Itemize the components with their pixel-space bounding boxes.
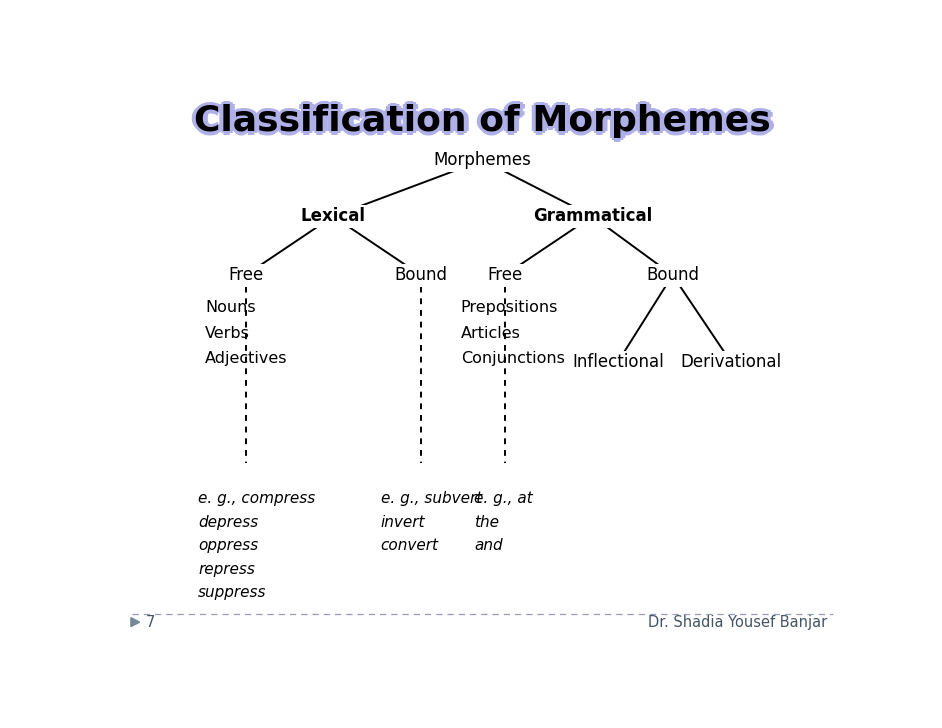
Text: Morphemes: Morphemes bbox=[434, 151, 531, 169]
Text: Adjectives: Adjectives bbox=[205, 351, 288, 366]
Text: suppress: suppress bbox=[198, 585, 267, 600]
Text: oppress: oppress bbox=[198, 538, 258, 553]
Text: depress: depress bbox=[198, 515, 258, 529]
Text: Classification of Morphemes: Classification of Morphemes bbox=[194, 102, 771, 136]
Text: invert: invert bbox=[381, 515, 425, 529]
Text: Classification of Morphemes: Classification of Morphemes bbox=[194, 100, 771, 135]
Text: convert: convert bbox=[381, 538, 439, 553]
Text: e. g., subvert: e. g., subvert bbox=[381, 491, 481, 506]
Text: Classification of Morphemes: Classification of Morphemes bbox=[192, 103, 769, 136]
Text: 7: 7 bbox=[145, 614, 154, 630]
Text: Free: Free bbox=[487, 266, 522, 284]
Text: Free: Free bbox=[228, 266, 263, 284]
Text: Inflectional: Inflectional bbox=[572, 353, 664, 371]
Polygon shape bbox=[131, 617, 139, 627]
Text: Classification of Morphemes: Classification of Morphemes bbox=[197, 106, 773, 140]
Text: Derivational: Derivational bbox=[680, 353, 782, 371]
Text: Bound: Bound bbox=[646, 266, 699, 284]
Text: Classification of Morphemes: Classification of Morphemes bbox=[190, 104, 767, 138]
Text: Classification of Morphemes: Classification of Morphemes bbox=[194, 108, 771, 141]
Text: Classification of Morphemes: Classification of Morphemes bbox=[194, 106, 771, 141]
Text: and: and bbox=[474, 538, 503, 553]
Text: Classification of Morphemes: Classification of Morphemes bbox=[192, 106, 769, 140]
Text: Classification of Morphemes: Classification of Morphemes bbox=[199, 104, 775, 138]
Text: Classification of Morphemes: Classification of Morphemes bbox=[197, 103, 773, 136]
Text: Verbs: Verbs bbox=[205, 325, 251, 341]
Text: Classification of Morphemes: Classification of Morphemes bbox=[191, 104, 769, 138]
Text: Lexical: Lexical bbox=[300, 207, 365, 225]
Text: the: the bbox=[474, 515, 499, 529]
Text: Classification of Morphemes: Classification of Morphemes bbox=[194, 104, 771, 138]
Text: Bound: Bound bbox=[394, 266, 447, 284]
Text: Dr. Shadia Yousef Banjar: Dr. Shadia Yousef Banjar bbox=[648, 614, 827, 630]
Text: e. g., compress: e. g., compress bbox=[198, 491, 316, 506]
Text: repress: repress bbox=[198, 561, 255, 577]
Text: Articles: Articles bbox=[461, 325, 521, 341]
Text: Nouns: Nouns bbox=[205, 301, 256, 315]
Text: e. g., at: e. g., at bbox=[474, 491, 533, 506]
Text: Conjunctions: Conjunctions bbox=[461, 351, 565, 366]
Text: Grammatical: Grammatical bbox=[532, 207, 652, 225]
Text: Prepositions: Prepositions bbox=[461, 301, 559, 315]
Text: Classification of Morphemes: Classification of Morphemes bbox=[197, 104, 774, 138]
